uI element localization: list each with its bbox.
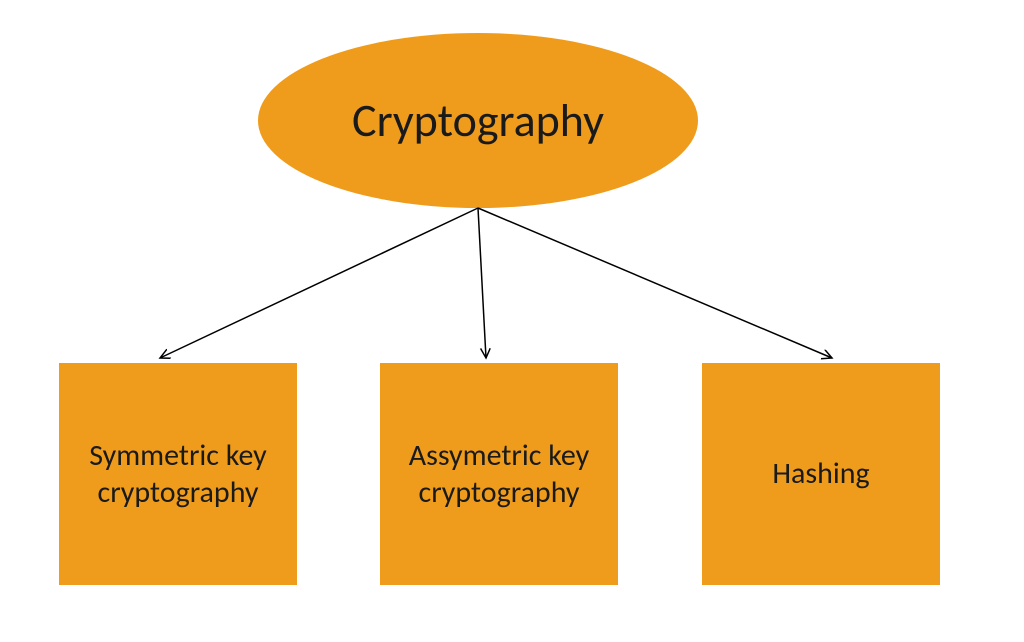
child-label: Symmetric key cryptography <box>77 437 279 512</box>
child-node-hashing: Hashing <box>702 363 940 585</box>
child-label: Hashing <box>772 455 869 493</box>
child-node-symmetric: Symmetric key cryptography <box>59 363 297 585</box>
root-label: Cryptography <box>352 93 604 149</box>
child-node-asymmetric: Assymetric key cryptography <box>380 363 618 585</box>
child-label: Assymetric key cryptography <box>398 437 600 512</box>
root-node: Cryptography <box>258 33 698 208</box>
